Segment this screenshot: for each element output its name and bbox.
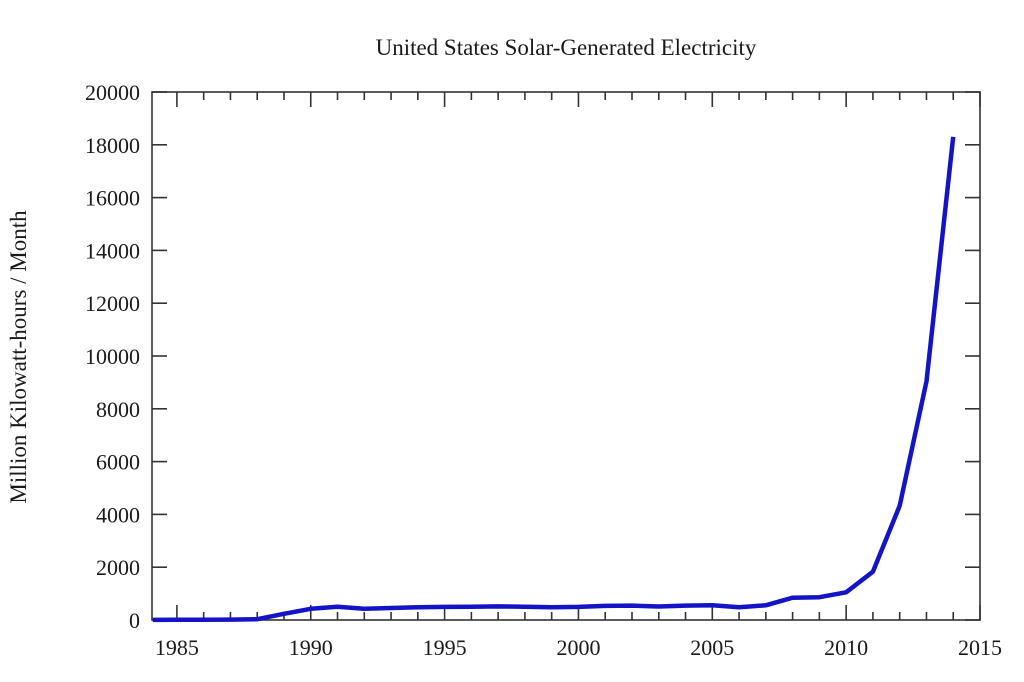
plot-border: [151, 91, 981, 621]
x-tick-label: 1985: [155, 635, 199, 660]
y-tick-label: 2000: [96, 555, 140, 580]
y-tick-label: 0: [129, 608, 140, 633]
y-axis-tick-labels: 0 2000 4000 6000 8000 10000 12000 14000 16000 180…: [85, 80, 140, 633]
y-tick-label: 6000: [96, 450, 140, 475]
x-tick-label: 1990: [289, 635, 333, 660]
y-tick-label: 20000: [85, 80, 140, 105]
x-axis-tick-labels: 1985 1990 1995 2000 2005 2010 2015: [155, 635, 1002, 660]
y-axis-label: Million Kilowatt-hours / Month: [6, 210, 31, 504]
y-tick-label: 12000: [85, 291, 140, 316]
x-tick-label: 2000: [556, 635, 600, 660]
series-line: [152, 136, 956, 623]
x-tick-label: 2015: [958, 635, 1002, 660]
y-tick-label: 16000: [85, 186, 140, 211]
x-tick-label: 1995: [423, 635, 467, 660]
data-line: [152, 136, 956, 623]
x-tick-label: 2010: [824, 635, 868, 660]
chart-title: United States Solar-Generated Electricit…: [376, 35, 757, 60]
y-tick-label: 8000: [96, 397, 140, 422]
axis-ticks: [152, 91, 981, 621]
y-tick-label: 14000: [85, 238, 140, 263]
y-tick-label: 4000: [96, 502, 140, 527]
y-tick-label: 18000: [85, 133, 140, 158]
x-tick-label: 2005: [690, 635, 734, 660]
y-tick-label: 10000: [85, 344, 140, 369]
